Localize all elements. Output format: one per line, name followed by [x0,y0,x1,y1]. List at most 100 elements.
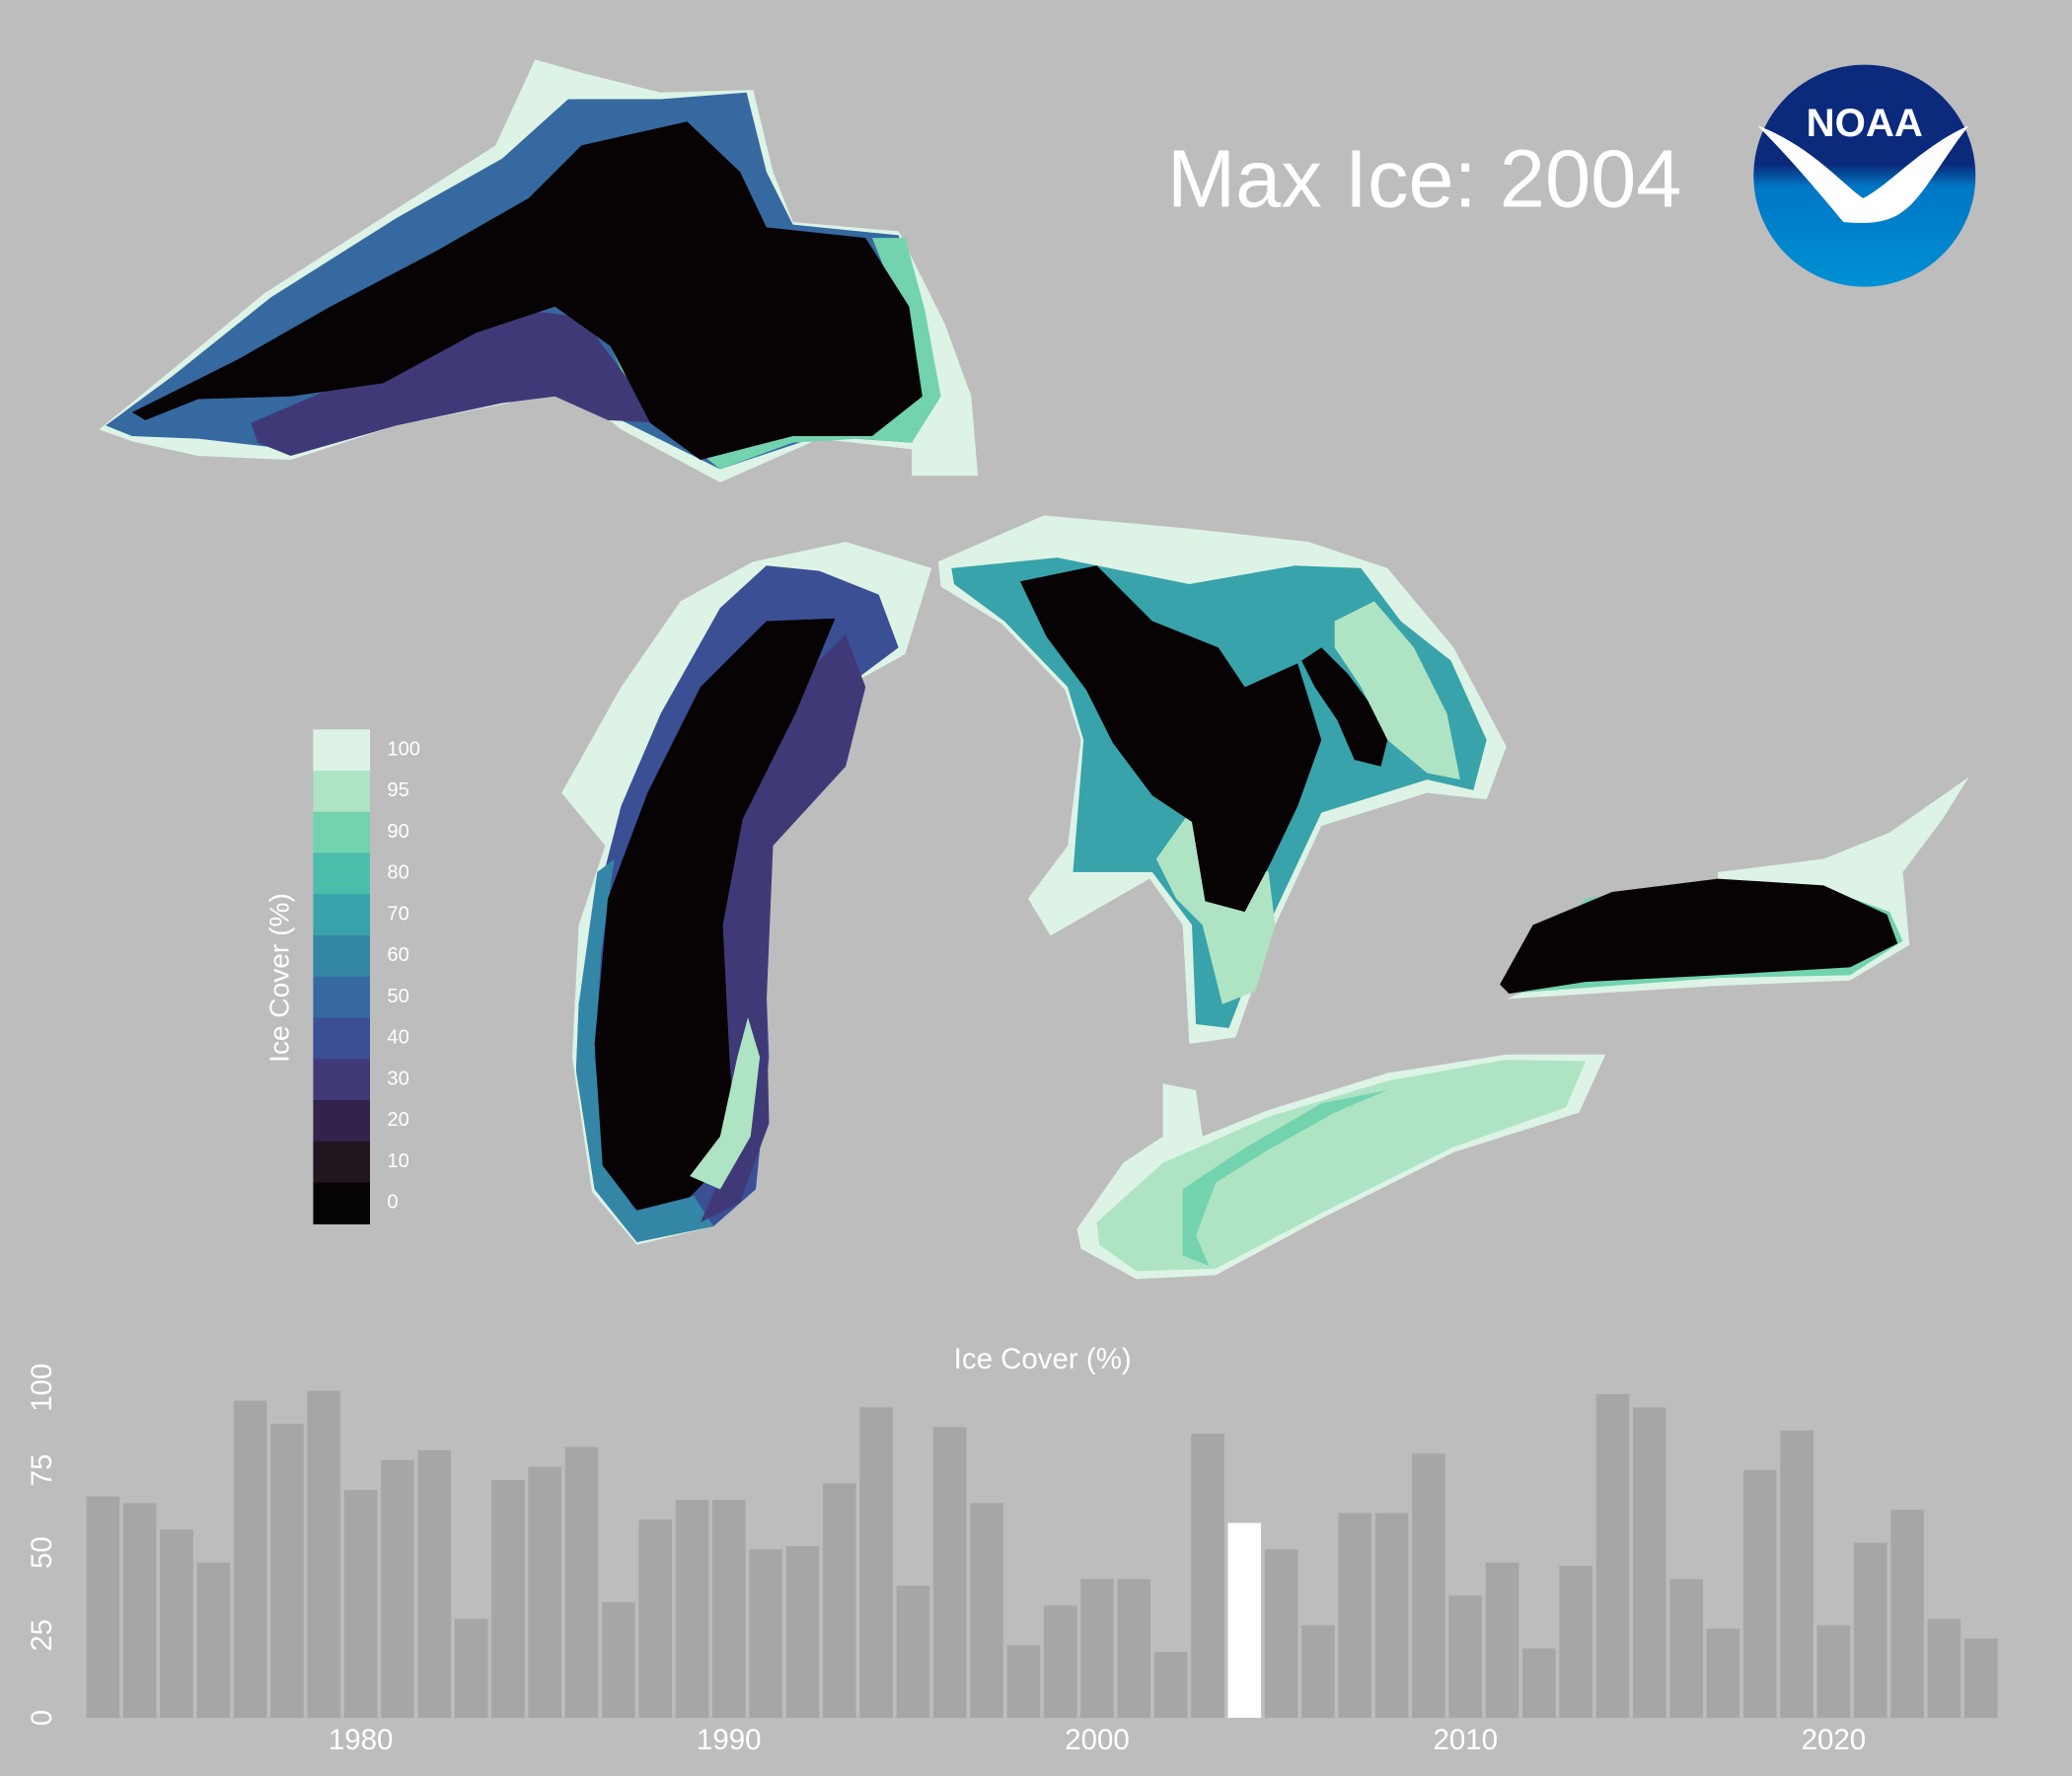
legend-swatch [313,771,370,813]
bar [160,1529,193,1719]
x-tick-label: 2010 [1433,1724,1498,1756]
bar [1595,1393,1630,1719]
lake-erie-ice [1096,1060,1587,1272]
legend-swatch [313,729,370,772]
legend-label: 0 [387,1192,398,1214]
legend-swatch [313,976,370,1019]
lake-ontario-ice-free [1500,878,1898,995]
bar [1117,1579,1151,1719]
y-tick-label: 75 [26,1454,58,1487]
bar [1153,1652,1188,1719]
legend-label: 50 [387,986,408,1007]
bar-chart: Ice Cover (%) 0 25 50 75 100 1980 1990 2000 2010… [26,1343,1998,1756]
bar [270,1424,304,1719]
bar [1853,1542,1887,1719]
bar [1301,1625,1335,1719]
bar [1043,1605,1077,1719]
bar [1485,1562,1519,1719]
bar [1080,1579,1114,1719]
bar [822,1483,856,1719]
logo-gull [1757,125,1969,223]
logo-circle [1753,64,1976,287]
bar [1927,1618,1961,1719]
bar [859,1407,893,1719]
bar [196,1562,231,1719]
bar [233,1400,267,1719]
bar [1522,1648,1556,1719]
bar [1706,1628,1740,1719]
lake-superior-east-band [601,238,941,470]
legend-swatch [313,934,370,978]
bar [1191,1434,1224,1719]
bar [122,1503,157,1719]
bar [1559,1566,1592,1719]
bar [932,1427,967,1719]
bar [1448,1595,1482,1719]
lake-huron-bay-ice [1334,601,1460,780]
bar [1412,1453,1445,1719]
y-tick-label: 0 [26,1710,58,1726]
legend-swatch [313,1059,370,1101]
bar [1227,1522,1262,1719]
y-tick-label: 50 [26,1536,58,1569]
chart-title: Ice Cover (%) [954,1343,1132,1375]
bar [1816,1625,1851,1719]
y-tick-label: 100 [26,1364,58,1412]
bar [712,1500,746,1719]
bar [970,1503,1003,1719]
bar [1374,1513,1409,1719]
legend-swatch [313,852,370,895]
bar [417,1449,452,1719]
legend-label: 60 [387,944,408,966]
legend-label: 10 [387,1150,408,1172]
bar [785,1545,820,1719]
x-tick-label: 1990 [697,1724,762,1756]
bar [454,1618,488,1719]
bar [491,1480,525,1719]
logo-text: NOAA [1807,101,1923,145]
bar [1742,1469,1777,1719]
legend-label: 95 [387,779,408,801]
lake-superior-ice-free [131,121,923,461]
legend-label: 100 [387,738,420,760]
legend-title: Ice Cover (%) [264,893,295,1063]
bar [602,1601,635,1719]
legend-label: 70 [387,903,408,925]
legend-swatch [313,811,370,854]
bar [896,1586,930,1719]
legend-swatch [313,894,370,936]
bar [1006,1645,1041,1719]
lake-huron-bay-open [1301,647,1388,767]
y-tick-label: 25 [26,1619,58,1652]
bar [1264,1549,1298,1719]
legend-label: 40 [387,1027,408,1049]
bar [749,1549,782,1719]
bar [675,1500,709,1719]
bar [1780,1430,1813,1719]
bar [1633,1407,1666,1719]
x-tick-label: 2000 [1065,1724,1130,1756]
map-title: Max Ice: 2004 [1167,132,1681,224]
legend-swatch [313,1182,370,1224]
legend-label: 30 [387,1068,408,1089]
legend-swatch [313,1099,370,1143]
bar [1669,1579,1703,1719]
bar [381,1459,414,1719]
x-tick-label: 1980 [329,1724,394,1756]
bar [1890,1510,1924,1719]
bar [564,1446,599,1719]
legend-swatch [313,1017,370,1060]
x-tick-label: 2020 [1802,1724,1867,1756]
lake-michigan-shore-ice [690,1017,761,1190]
noaa-logo: NOAA [1753,64,1976,287]
lake-erie-band [1182,1089,1388,1267]
lake-superior-south-band [251,310,661,457]
bar [1963,1638,1998,1719]
bar [528,1466,562,1719]
bar [638,1519,672,1719]
bar [343,1490,378,1719]
legend-label: 20 [387,1109,408,1131]
